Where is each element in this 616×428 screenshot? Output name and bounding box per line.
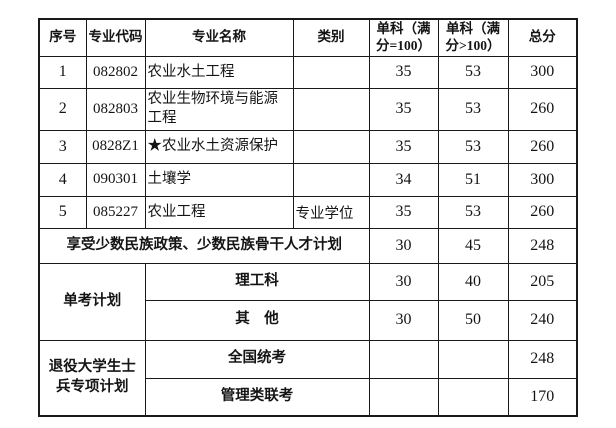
cell-serial: 3 [38,129,87,164]
cell-single-eq100: 30 [368,262,439,301]
cell-serial: 5 [38,195,87,229]
header-category: 类别 [292,18,370,57]
cell-major-name: 农业工程 [144,195,294,229]
veteran-plan-row: 管理类联考 170 [39,377,578,417]
veteran-plan-row: 退役大学生士兵专项计划 全国统考 248 [38,339,578,417]
cell-single-gt100 [437,339,509,379]
cell-single-eq100: 30 [368,299,439,341]
cell-major-code: 090301 [85,162,146,197]
header-major-code: 专业代码 [85,18,146,57]
cell-total: 240 [507,299,578,341]
cell-total: 260 [507,195,578,229]
minority-policy-row: 享受少数民族政策、少数民族骨干人才计划 30 45 248 [38,227,578,264]
cell-single-gt100: 45 [437,227,509,264]
program-row: 5 085227 农业工程 专业学位 35 53 260 [38,195,578,229]
program-row: 1 082802 农业水土工程 35 53 300 [38,55,578,89]
cell-single-eq100 [368,377,439,417]
cell-single-gt100 [437,377,509,417]
header-major-name: 专业名称 [144,18,294,57]
separate-exam-row: 其 他 30 50 240 [39,299,578,341]
header-serial: 序号 [38,18,87,57]
cell-single-gt100: 50 [437,299,509,341]
cell-major-name: ★农业水土资源保护 [144,129,294,164]
cell-category [292,129,370,164]
veteran-plan-label: 退役大学生士兵专项计划 [38,339,146,417]
cell-category [292,162,370,197]
cell-major-name: 农业生物环境与能源工程 [144,87,294,131]
cell-single-eq100: 30 [368,227,439,264]
cell-total: 300 [507,162,578,197]
separate-exam-label: 单考计划 [38,262,146,341]
table-header-row: 序号 专业代码 专业名称 类别 单科（满分=100） 单科（满分>100） 总分 [38,18,578,57]
cell-total: 248 [507,339,578,379]
cell-single-eq100 [368,339,439,379]
cell-single-eq100: 35 [368,129,439,164]
cell-subcategory: 全国统考 [144,339,370,379]
separate-exam-row: 单考计划 理工科 30 40 205 [38,262,578,341]
cell-serial: 4 [38,162,87,197]
cell-major-code: 082802 [85,55,146,89]
header-single-gt100: 单科（满分>100） [437,18,509,57]
cell-total: 170 [507,377,578,417]
cell-total: 260 [507,129,578,164]
cell-serial: 2 [38,87,87,131]
header-single-eq100: 单科（满分=100） [368,18,439,57]
minority-policy-label: 享受少数民族政策、少数民族骨干人才计划 [38,227,370,264]
cell-total: 260 [507,87,578,131]
cell-single-eq100: 34 [368,162,439,197]
cell-single-gt100: 51 [437,162,509,197]
admission-score-table: 序号 专业代码 专业名称 类别 单科（满分=100） 单科（满分>100） 总分… [38,18,578,418]
cell-major-code: 085227 [85,195,146,229]
cell-total: 205 [507,262,578,301]
cell-major-code: 0828Z1 [85,129,146,164]
cell-single-eq100: 35 [368,195,439,229]
cell-single-gt100: 53 [437,129,509,164]
cell-total: 248 [507,227,578,264]
cell-total: 300 [507,55,578,89]
cell-subcategory: 其 他 [144,299,370,341]
cell-single-eq100: 35 [368,55,439,89]
cell-category [292,55,370,89]
program-row: 2 082803 农业生物环境与能源工程 35 53 260 [38,87,578,131]
cell-subcategory: 管理类联考 [144,377,370,417]
cell-single-gt100: 53 [437,195,509,229]
program-row: 3 0828Z1 ★农业水土资源保护 35 53 260 [38,129,578,164]
cell-major-code: 082803 [85,87,146,131]
cell-category [292,87,370,131]
program-row: 4 090301 土壤学 34 51 300 [38,162,578,197]
cell-single-eq100: 35 [368,87,439,131]
header-total: 总分 [507,18,578,57]
cell-major-name: 土壤学 [144,162,294,197]
cell-major-name: 农业水土工程 [144,55,294,89]
cell-subcategory: 理工科 [144,262,370,301]
cell-category: 专业学位 [292,195,370,229]
cell-single-gt100: 40 [437,262,509,301]
cell-serial: 1 [38,55,87,89]
cell-single-gt100: 53 [437,87,509,131]
cell-single-gt100: 53 [437,55,509,89]
